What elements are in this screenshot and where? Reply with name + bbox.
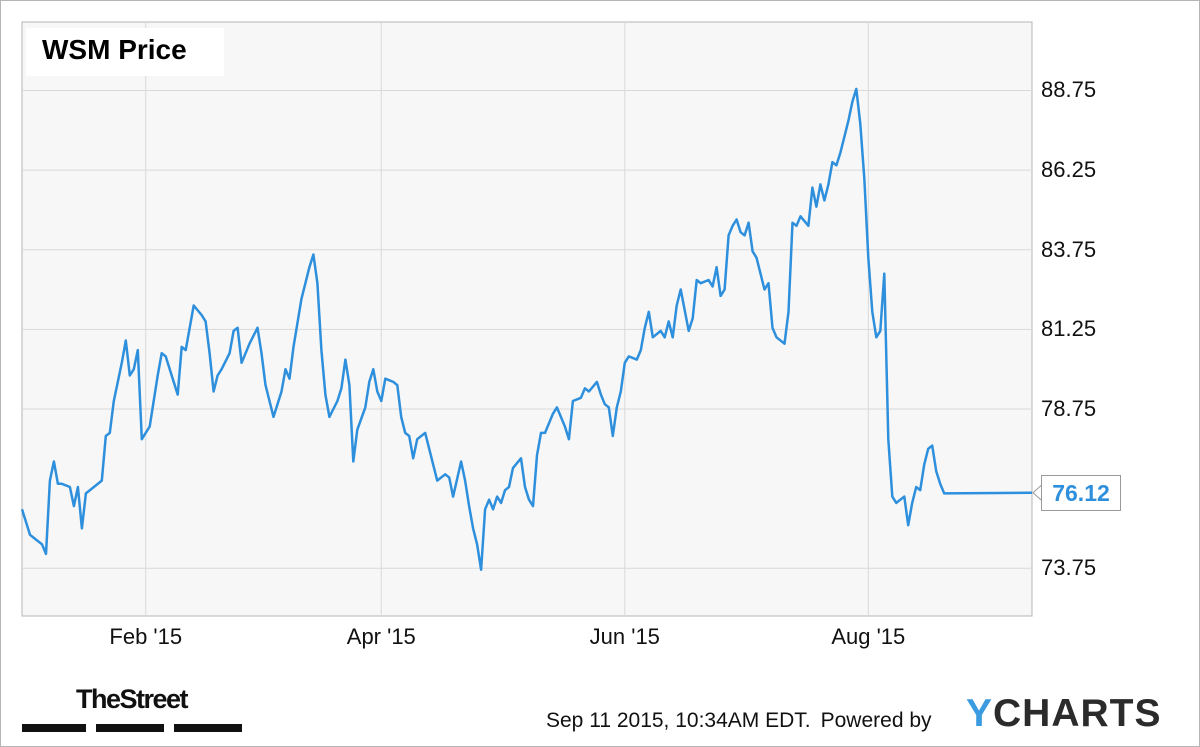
y-tick-label: 86.25 [1041,157,1097,183]
logo-bar [174,724,242,732]
chart-title-box: WSM Price [26,28,224,76]
thestreet-logo: TheStreet [22,684,242,734]
y-tick-label: 81.25 [1041,316,1097,342]
grid-lines [22,22,1032,616]
y-tick-label: 73.75 [1041,555,1097,581]
series-layer [20,87,1033,572]
powered-by-text: Powered by [820,709,932,732]
price-series-line [20,87,1033,572]
ycharts-logo[interactable]: YCHARTS [966,690,1162,738]
thestreet-wordmark: TheStreet [76,684,189,714]
logo-bar [96,724,164,732]
y-tick-label: 88.75 [1041,77,1097,103]
ycharts-logo-y: Y [966,692,994,735]
chart-title: WSM Price [42,34,187,65]
x-tick-label: Feb '15 [109,624,183,649]
footer-caption: Sep 11 2015, 10:34AM EDT. Powered by [546,709,932,733]
y-tick-label: 83.75 [1041,236,1097,262]
ycharts-logo-text: CHARTS [993,692,1162,735]
x-tick-label: Jun '15 [589,624,660,649]
x-tick-label: Aug '15 [831,624,906,649]
y-tick-label: 78.75 [1041,395,1097,421]
x-tick-label: Apr '15 [346,624,416,649]
logo-bar [22,724,86,732]
timestamp: Sep 11 2015, 10:34AM EDT. [546,709,811,732]
last-value-badge: 76.12 [1041,474,1121,511]
